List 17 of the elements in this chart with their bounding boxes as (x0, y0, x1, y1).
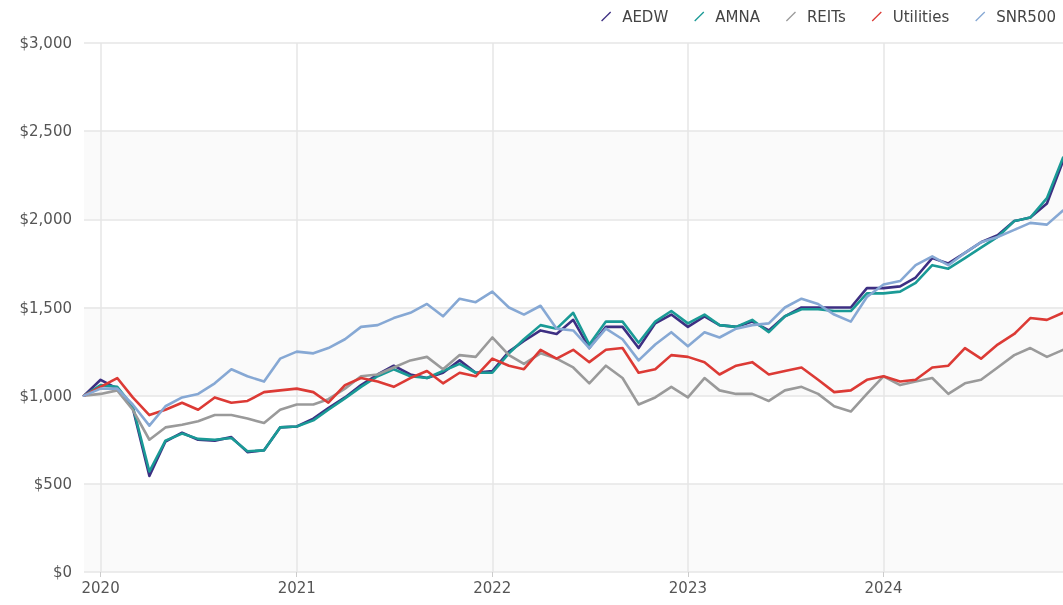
x-tick-label: 2023 (668, 578, 707, 597)
legend-label: AMNA (715, 7, 761, 26)
y-tick-label: $0 (52, 563, 72, 581)
legend-label: Utilities (892, 7, 950, 26)
y-tick-label: $1,000 (19, 386, 72, 405)
x-tick-label: 2020 (81, 578, 120, 597)
legend-label: REITs (806, 7, 846, 26)
x-tick-label: 2024 (864, 578, 903, 597)
x-tick-label: 2022 (473, 578, 512, 597)
y-tick-label: $1,500 (19, 298, 72, 317)
y-tick-label: $2,500 (19, 122, 72, 141)
legend-label: SNR500 (996, 7, 1056, 26)
y-tick-label: $3,000 (19, 34, 72, 52)
y-tick-label: $500 (33, 474, 72, 493)
y-tick-label: $2,000 (19, 210, 72, 229)
x-tick-label: 2021 (277, 578, 316, 597)
legend-label: AEDW (622, 7, 669, 26)
